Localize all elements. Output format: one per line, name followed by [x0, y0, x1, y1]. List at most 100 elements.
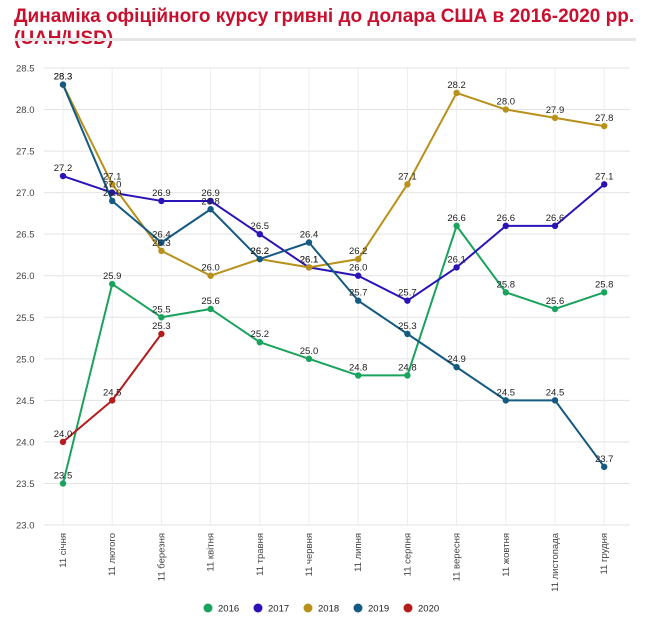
- point-2016: [453, 222, 460, 230]
- data-label-2018: 27.1: [103, 171, 122, 182]
- y-tick-label: 26.0: [16, 271, 35, 282]
- point-2016: [109, 280, 116, 288]
- point-2018: [502, 106, 509, 113]
- legend-label-2017: 2017: [268, 604, 289, 615]
- point-2016: [158, 314, 165, 321]
- point-2016: [355, 372, 362, 379]
- point-2019: [256, 255, 263, 263]
- point-2017: [404, 297, 411, 304]
- point-2017: [158, 197, 165, 205]
- data-label-2018: 27.9: [546, 105, 565, 116]
- data-label-2018: 26.2: [251, 246, 270, 257]
- point-2019: [453, 363, 460, 371]
- data-label-2017: 26.1: [447, 254, 466, 265]
- data-label-2018: 27.8: [595, 113, 614, 124]
- point-2019: [109, 197, 116, 205]
- x-tick-label: 11 грудня: [599, 533, 610, 575]
- legend-marker-2017: [253, 603, 263, 613]
- point-2017: [551, 222, 559, 230]
- legend-marker-2020: [403, 603, 413, 613]
- data-label-2016: 25.5: [152, 304, 171, 315]
- point-2016: [207, 305, 214, 313]
- series-line-2017: [62, 175, 605, 302]
- point-2017: [109, 189, 116, 196]
- y-tick-label: 28.0: [16, 105, 35, 116]
- series-layer: [59, 81, 608, 487]
- data-label-2019: 23.7: [595, 454, 614, 465]
- data-label-2019: 25.3: [398, 321, 417, 332]
- data-label-2016: 24.8: [398, 362, 417, 373]
- legend: 2016 2017 2018 2019 2020: [203, 603, 439, 615]
- y-tick-label: 24.0: [16, 437, 35, 448]
- data-label-2016: 25.6: [201, 296, 220, 307]
- x-tick-label: 11 липня: [353, 533, 364, 572]
- point-2017: [59, 172, 67, 180]
- point-2017: [355, 272, 362, 279]
- point-2016: [551, 305, 559, 313]
- x-tick-label: 11 січня: [58, 533, 69, 568]
- point-2018: [109, 181, 116, 188]
- data-label-2016: 25.8: [595, 279, 614, 290]
- point-2019: [502, 397, 509, 404]
- legend-label-2020: 2020: [418, 604, 439, 615]
- x-tick-label: 11 березня: [156, 533, 167, 581]
- y-axis-ticks: 23.0 23.5 24.0 24.5 25.0 25.5 26.0 26.5 27.0 27.5…: [16, 64, 35, 532]
- point-2017: [207, 197, 214, 205]
- legend-label-2018: 2018: [318, 604, 339, 615]
- data-label-2016: 25.0: [300, 346, 319, 357]
- data-label-2019: 24.5: [497, 387, 516, 398]
- data-label-2019: 25.7: [349, 288, 368, 299]
- x-tick-label: 11 жовтня: [501, 533, 512, 577]
- data-label-2017: 25.7: [398, 288, 417, 299]
- x-tick-label: 11 листопада: [550, 532, 561, 592]
- x-tick-label: 11 червня: [304, 533, 315, 576]
- data-label-2020: 24.5: [103, 387, 122, 398]
- point-2017: [256, 230, 263, 238]
- point-2016: [59, 480, 67, 487]
- point-2020: [109, 397, 116, 404]
- data-label-2019: 26.2: [251, 246, 270, 257]
- point-2017: [502, 222, 509, 230]
- point-2018: [355, 255, 362, 263]
- data-label-2018: 26.0: [201, 263, 220, 274]
- point-2018: [158, 247, 165, 254]
- y-tick-label: 25.5: [16, 313, 35, 324]
- point-2019: [355, 297, 362, 304]
- point-2019: [404, 330, 411, 338]
- point-2019: [601, 463, 608, 471]
- y-tick-label: 24.5: [16, 396, 35, 407]
- data-label-2020: 24.0: [54, 429, 73, 440]
- legend-marker-2019: [353, 603, 363, 613]
- data-label-2019: 26.9: [103, 188, 122, 199]
- x-tick-label: 11 лютого: [107, 533, 118, 576]
- title-divider: [14, 38, 636, 41]
- x-tick-label: 11 квітня: [206, 533, 217, 572]
- point-2019: [158, 239, 165, 246]
- point-2020: [59, 438, 67, 446]
- y-tick-label: 23.0: [16, 521, 35, 532]
- series-line-2016: [62, 224, 605, 484]
- data-label-2017: 26.0: [349, 263, 368, 274]
- data-label-2019: 28.3: [54, 72, 73, 83]
- data-label-2019: 26.4: [300, 229, 319, 240]
- data-label-2019: 24.5: [546, 387, 565, 398]
- point-2018: [601, 122, 608, 130]
- data-label-2018: 28.2: [447, 80, 466, 91]
- point-2018: [404, 181, 411, 188]
- data-label-2017: 26.6: [497, 213, 516, 224]
- data-label-2017: 26.9: [152, 188, 171, 199]
- x-tick-label: 11 серпня: [402, 533, 413, 576]
- point-2019: [551, 397, 559, 404]
- y-tick-label: 23.5: [16, 479, 35, 490]
- point-2016: [256, 339, 263, 346]
- data-label-2018: 28.0: [497, 97, 516, 108]
- data-label-2018: 26.2: [349, 246, 368, 257]
- point-2018: [305, 264, 313, 271]
- data-label-2016: 25.2: [251, 329, 270, 340]
- data-label-layer: 23.5 25.9 25.5 25.6 25.2 25.0 24.8 24.8 26.6 25.8…: [54, 72, 614, 482]
- data-label-2016: 25.6: [546, 296, 565, 307]
- x-tick-label: 11 травня: [255, 533, 266, 576]
- data-label-2019: 26.4: [152, 229, 171, 240]
- data-label-2017: 27.2: [54, 163, 73, 174]
- legend-marker-2016: [203, 603, 213, 613]
